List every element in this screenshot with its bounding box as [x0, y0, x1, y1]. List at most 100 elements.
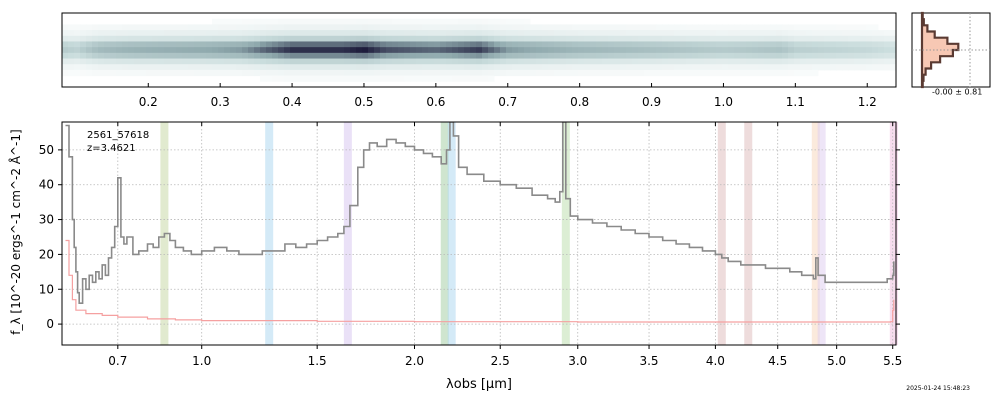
heatmap-cell [200, 58, 207, 65]
heatmap-cell [386, 47, 393, 54]
heatmap-cell [104, 47, 111, 54]
heatmap-cell [488, 52, 495, 60]
heatmap-cell [350, 35, 357, 42]
heatmap-cell [596, 69, 603, 77]
heatmap-cell [740, 64, 747, 71]
error-series-line [65, 239, 895, 323]
heatmap-cell [446, 18, 453, 25]
heatmap-cell [308, 24, 315, 31]
heatmap-cell [152, 64, 159, 71]
heatmap-cell [356, 64, 363, 71]
heatmap-cell [104, 58, 111, 65]
heatmap-cell [758, 35, 765, 42]
heatmap-cell [362, 58, 369, 65]
heatmap-cell [170, 47, 177, 54]
heatmap-cell [320, 64, 327, 71]
heatmap-cell [428, 41, 435, 48]
heatmap-cell [398, 30, 405, 37]
heatmap-cell [212, 30, 219, 37]
heatmap-cell [572, 58, 579, 65]
heatmap-cell [374, 75, 381, 82]
heatmap-cell [74, 64, 81, 71]
heatmap-cell [728, 58, 735, 65]
heatmap-cell [506, 24, 513, 31]
heatmap-cell [422, 18, 429, 25]
heatmap-cell [650, 69, 657, 77]
heatmap-cell [374, 47, 381, 54]
heatmap-cell [74, 58, 81, 65]
heatmap-cell [626, 35, 633, 42]
heatmap-cell [470, 52, 477, 60]
heatmap-cell [344, 18, 351, 25]
heatmap-cell [776, 30, 783, 37]
heatmap-cell [170, 41, 177, 48]
heatmap-cell [668, 24, 675, 31]
heatmap-cell [386, 64, 393, 71]
heatmap-cell [140, 24, 147, 31]
heatmap-cell [614, 35, 621, 42]
heatmap-cell [614, 64, 621, 71]
heatmap-cell [890, 30, 897, 37]
heatmap-cell [380, 24, 387, 31]
heatmap-cell [758, 24, 765, 31]
heatmap-cell [260, 52, 267, 60]
heatmap-cell [668, 69, 675, 77]
heatmap-cell [134, 30, 141, 37]
heatmap-cell [200, 64, 207, 71]
heatmap-cell [584, 30, 591, 37]
heatmap-cell [656, 47, 663, 54]
heatmap-cell [476, 69, 483, 77]
heatmap-cell [164, 35, 171, 42]
y-tick-label: 40 [39, 178, 54, 192]
heatmap-cell [764, 24, 771, 31]
heatmap-cell [602, 24, 609, 31]
heatmap-cell [866, 52, 873, 60]
heatmap-cell [614, 24, 621, 31]
heatmap-cell [314, 69, 321, 77]
heatmap-cell [314, 35, 321, 42]
heatmap-cell [728, 24, 735, 31]
heatmap-cell [500, 47, 507, 54]
heatmap-cell [338, 58, 345, 65]
heatmap-cell [98, 41, 105, 48]
heatmap-cell [782, 35, 789, 42]
heatmap-cell [482, 52, 489, 60]
heatmap-cell [818, 35, 825, 42]
heatmap-cell [536, 41, 543, 48]
heatmap-cell [662, 24, 669, 31]
heatmap-cell [374, 30, 381, 37]
heatmap-cell [242, 35, 249, 42]
heatmap-cell [476, 47, 483, 54]
heatmap-cell [206, 64, 213, 71]
x-tick-label: 2.0 [405, 354, 424, 368]
heatmap-cell [782, 41, 789, 48]
heatmap-cell [170, 58, 177, 65]
heatmap-cell [332, 58, 339, 65]
x-tick-label: 4.5 [768, 354, 787, 368]
heatmap-cell [386, 52, 393, 60]
heatmap-cell [266, 52, 273, 60]
heatmap-cell [254, 64, 261, 71]
heatmap-cell [788, 24, 795, 31]
heatmap-cell [572, 69, 579, 77]
heatmap-cell [878, 30, 885, 37]
heatmap-cell [446, 47, 453, 54]
heatmap-cell [404, 24, 411, 31]
heatmap-cell [218, 24, 225, 31]
heatmap-cell [560, 41, 567, 48]
heatmap-cell [122, 41, 129, 48]
heatmap-cell [206, 24, 213, 31]
heatmap-cell [68, 52, 75, 60]
heatmap-cell [266, 41, 273, 48]
heatmap-cell [548, 24, 555, 31]
heatmap-cell [332, 64, 339, 71]
heatmap-cell [680, 58, 687, 65]
heatmap-cell [116, 64, 123, 71]
emission-line-band-1 [265, 122, 274, 345]
heatmap-cell [536, 47, 543, 54]
heatmap-cell [488, 69, 495, 77]
heatmap-cell [704, 47, 711, 54]
heatmap-cell [614, 41, 621, 48]
heatmap-cell [518, 24, 525, 31]
